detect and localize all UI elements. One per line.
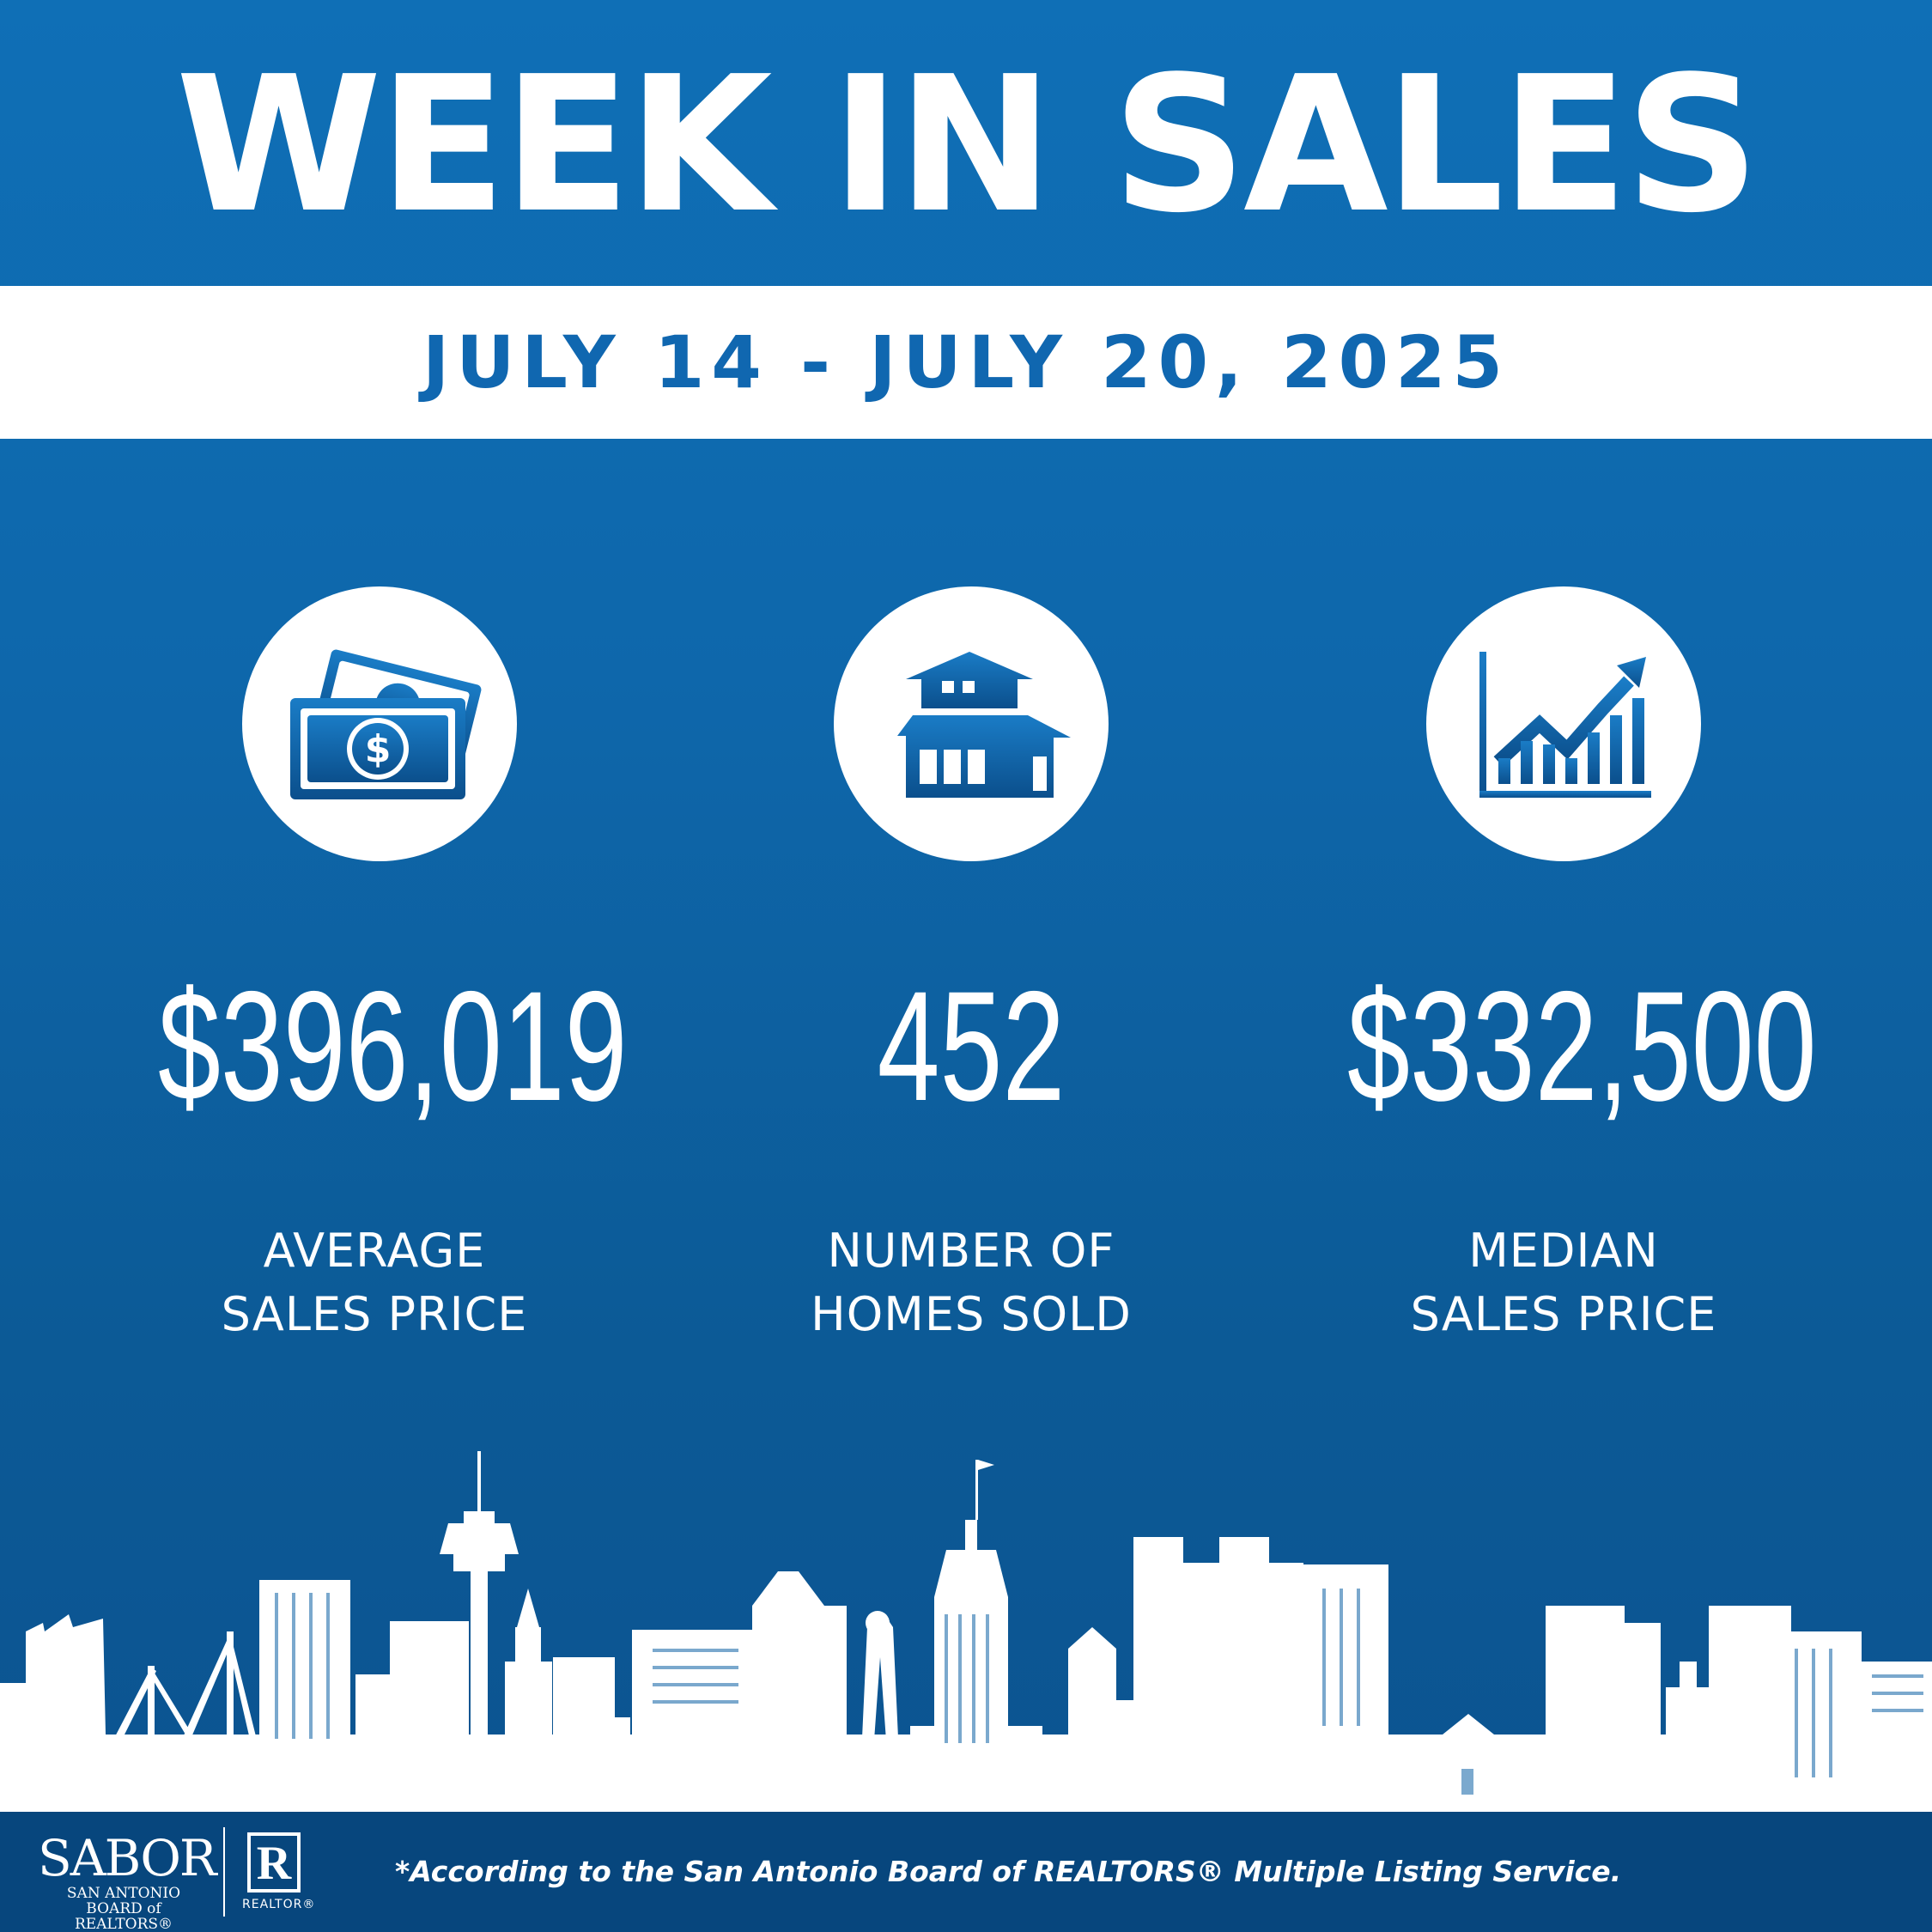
date-band: JULY 14 - JULY 20, 2025: [0, 286, 1932, 439]
label-line: MEDIAN: [1468, 1224, 1659, 1278]
date-range: JULY 14 - JULY 20, 2025: [422, 320, 1510, 404]
median-sales-price-label: MEDIAN SALES PRICE: [1263, 1219, 1864, 1346]
label-line: AVERAGE: [263, 1224, 486, 1278]
footer: SABOR SAN ANTONIO BOARD of REALTORS® R R…: [0, 1812, 1932, 1932]
page-title: WEEK IN SALES: [175, 37, 1759, 254]
logo-line: SAN ANTONIO: [66, 1885, 181, 1902]
homes-sold-label: NUMBER OF HOMES SOLD: [671, 1219, 1272, 1346]
logo-divider: [223, 1827, 225, 1917]
house-icon: [834, 586, 1109, 861]
sabor-logo: SABOR SAN ANTONIO BOARD of REALTORS®: [38, 1829, 217, 1932]
average-sales-price-value: $396,019: [157, 958, 628, 1133]
label-line: NUMBER OF: [827, 1224, 1115, 1278]
label-line: SALES PRICE: [1410, 1287, 1717, 1341]
label-line: SALES PRICE: [221, 1287, 528, 1341]
city-skyline: [0, 1451, 1932, 1812]
money-icon: $: [242, 586, 517, 861]
homes-sold-value: 452: [877, 958, 1066, 1133]
realtor-label: REALTOR®: [242, 1898, 316, 1911]
source-footnote: *According to the San Antonio Board of R…: [395, 1855, 1622, 1888]
average-sales-price-label: AVERAGE SALES PRICE: [74, 1219, 675, 1346]
growth-chart-icon: [1426, 586, 1701, 861]
realtor-r-icon: R: [247, 1832, 301, 1893]
median-sales-price-value: $332,500: [1347, 958, 1817, 1133]
label-line: HOMES SOLD: [811, 1287, 1132, 1341]
realtor-logo: R REALTOR®: [242, 1832, 316, 1915]
svg-text:$: $: [365, 727, 392, 771]
logo-wordmark: SABOR: [38, 1829, 217, 1887]
logo-line: BOARD of REALTORS®: [74, 1900, 173, 1932]
